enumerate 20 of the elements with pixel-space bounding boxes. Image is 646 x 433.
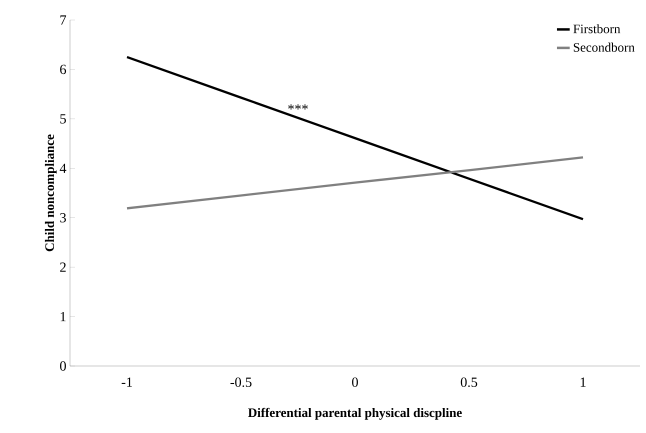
y-tick-label: 6 [60,64,66,74]
y-tick-label: 2 [60,262,66,272]
line-series [126,156,584,210]
y-tick-label: 0 [60,361,66,371]
legend-label: Firstborn [573,24,620,34]
x-tick-label: 1 [580,378,586,387]
y-tick-label: 7 [60,15,66,25]
line-series [126,56,584,220]
y-tick-label: 1 [60,312,66,322]
y-axis-title: Child noncompliance [44,134,57,252]
y-tick-label: 5 [60,114,66,124]
annotation: *** [288,104,308,110]
legend-label: Secondborn [574,42,635,52]
x-tick-label: 0 [352,378,358,387]
y-tick-label: 4 [60,164,66,173]
x-tick-label: 0.5 [460,378,478,387]
x-axis-title: Differential parental physical discpline [248,408,462,420]
x-tick-label: -1 [122,378,132,387]
y-tick-label: 3 [60,213,66,222]
x-tick-label: -0.5 [230,378,252,387]
